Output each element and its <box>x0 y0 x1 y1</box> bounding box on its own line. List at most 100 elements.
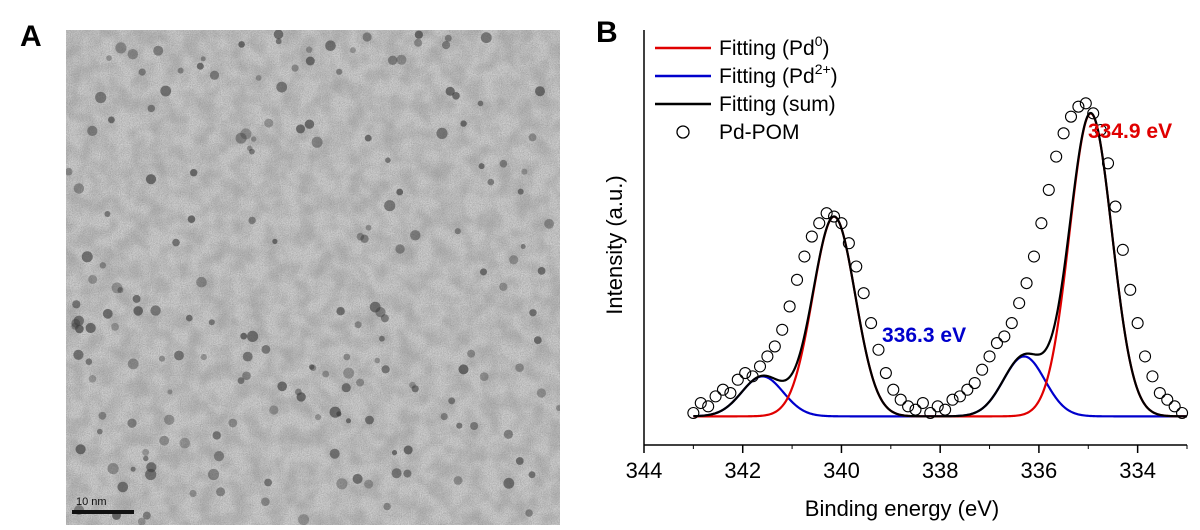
peak-label: 334.9 eV <box>1088 120 1172 143</box>
x-tick-label: 336 <box>1021 458 1058 483</box>
nanoparticle <box>374 357 381 364</box>
chart-legend: Fitting (Pd0)Fitting (Pd2+)Fitting (sum)… <box>655 33 838 144</box>
data-point <box>1138 350 1152 363</box>
nanoparticle <box>442 41 451 50</box>
nanoparticle <box>242 371 251 381</box>
data-point <box>850 260 863 273</box>
data-point <box>872 343 885 356</box>
data-point <box>724 386 737 400</box>
nanoparticle <box>213 451 225 462</box>
nanoparticle <box>315 414 322 421</box>
nanoparticle <box>190 169 198 177</box>
x-tick-label: 334 <box>1119 458 1156 483</box>
nanoparticle <box>403 469 412 478</box>
nanoparticle <box>255 75 262 81</box>
data-point <box>946 393 959 406</box>
nanoparticle <box>305 56 315 66</box>
nanoparticle <box>167 389 173 395</box>
nanoparticle <box>106 55 112 61</box>
nanoparticle <box>329 448 340 459</box>
data-point <box>768 340 781 353</box>
nanoparticle <box>261 497 270 507</box>
nanoparticle <box>237 377 245 384</box>
data-point <box>1087 107 1100 120</box>
nanoparticle <box>410 230 421 241</box>
nanoparticle <box>440 413 448 421</box>
scale-bar: 10 nm <box>72 496 134 514</box>
data-point <box>731 373 744 386</box>
data-point <box>1027 250 1041 263</box>
nanoparticle <box>309 364 315 370</box>
x-tick-label: 340 <box>823 458 860 483</box>
nanoparticle <box>153 45 164 56</box>
nanoparticle <box>336 68 343 75</box>
nanoparticle <box>145 468 157 481</box>
chart-axes <box>643 30 1187 446</box>
data-point <box>739 367 752 380</box>
nanoparticle <box>115 42 127 54</box>
data-point <box>1013 297 1026 310</box>
nanoparticle <box>200 354 207 361</box>
x-ticks: 344 342 340 338 336 334 <box>626 445 1188 483</box>
nanoparticle <box>264 478 272 487</box>
nanoparticle <box>311 136 323 148</box>
data-point <box>1131 317 1144 330</box>
data-point <box>1146 370 1159 383</box>
x-axis-title: Binding energy (eV) <box>805 496 999 521</box>
nanoparticle <box>456 422 463 429</box>
nanoparticle <box>499 282 508 291</box>
data-point <box>968 376 981 390</box>
nanoparticle <box>247 145 253 151</box>
data-point <box>702 400 715 413</box>
nanoparticle <box>381 365 390 374</box>
data-point <box>865 317 878 330</box>
nanoparticle <box>460 120 467 127</box>
data-point <box>1072 100 1085 113</box>
data-point <box>827 210 841 223</box>
nanoparticle <box>403 445 413 455</box>
nanoparticle <box>95 91 107 104</box>
nanoparticle <box>509 255 519 265</box>
data-point <box>835 217 848 230</box>
nanoparticle <box>343 367 355 379</box>
legend-label-superscript: 2+ <box>815 61 831 77</box>
nanoparticle <box>150 305 161 316</box>
nanoparticle <box>272 238 278 244</box>
peak-label: 336.3 eV <box>882 324 966 347</box>
data-point <box>857 287 870 300</box>
nanoparticle <box>396 188 404 196</box>
data-points <box>687 97 1189 420</box>
nanoparticle <box>380 314 389 323</box>
data-point <box>1161 393 1174 406</box>
data-point <box>753 360 767 373</box>
nanoparticle <box>249 148 255 155</box>
legend-entry: Fitting (Pd2+) <box>655 61 838 88</box>
nanoparticle <box>458 364 469 375</box>
nanoparticle <box>521 168 528 175</box>
data-point <box>842 237 855 250</box>
fit-curves <box>693 111 1187 418</box>
nanoparticle <box>362 32 372 42</box>
nanoparticle <box>396 54 407 65</box>
nanoparticle <box>343 353 351 361</box>
nanoparticle <box>470 422 479 430</box>
data-point <box>805 230 818 243</box>
nanoparticle <box>336 307 345 316</box>
nanoparticle <box>360 234 369 243</box>
nanoparticle <box>248 216 256 225</box>
data-point <box>694 396 707 410</box>
nanoparticle <box>142 511 151 520</box>
nanoparticle <box>296 124 305 134</box>
nanoparticle <box>107 463 119 475</box>
x-tick-label: 344 <box>626 458 663 483</box>
nanoparticle <box>291 64 299 72</box>
nanoparticle <box>269 405 279 415</box>
data-point <box>998 330 1011 343</box>
data-point <box>1005 317 1018 330</box>
nanoparticle <box>177 67 184 74</box>
nanoparticle <box>298 514 310 526</box>
data-point <box>761 350 774 363</box>
nanoparticle <box>454 228 461 235</box>
nanoparticle <box>364 134 372 142</box>
